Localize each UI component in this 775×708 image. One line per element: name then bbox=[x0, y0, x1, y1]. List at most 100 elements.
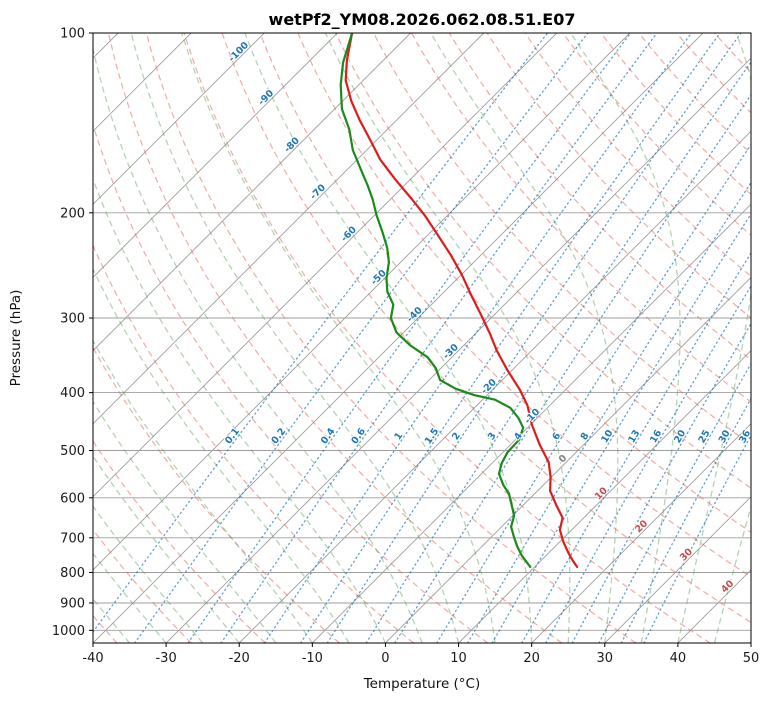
y-tick-label: 800 bbox=[60, 566, 85, 581]
y-tick-label: 400 bbox=[60, 386, 85, 401]
x-tick-label: -40 bbox=[82, 651, 103, 666]
x-axis-label: Temperature (°C) bbox=[363, 676, 481, 692]
isotherm-label: -80 bbox=[282, 135, 302, 155]
moist-adiabat-line bbox=[93, 177, 386, 643]
x-tick-label: 0 bbox=[381, 651, 389, 666]
isotherm-label: -30 bbox=[441, 342, 461, 362]
isotherm-line bbox=[458, 349, 751, 643]
y-tick-label: 300 bbox=[60, 312, 85, 327]
mixing-ratio-label: 0.4 bbox=[319, 426, 338, 446]
mixing-ratio-line bbox=[134, 33, 589, 643]
y-axis-label: Pressure (hPa) bbox=[8, 290, 24, 387]
mixing-ratio-label: 6 bbox=[550, 430, 563, 442]
isotherm-label: 40 bbox=[719, 578, 736, 595]
isotherm-label: 20 bbox=[633, 518, 650, 535]
dry-adiabat-line bbox=[93, 346, 340, 643]
isotherm-label: -100 bbox=[227, 40, 252, 65]
dry-adiabat-line bbox=[410, 33, 751, 403]
sounding-profiles bbox=[339, 33, 579, 568]
isotherm-line bbox=[93, 33, 411, 352]
mixing-ratio-line bbox=[365, 60, 751, 643]
x-tick-label: -30 bbox=[155, 651, 176, 666]
isotherm-label: -90 bbox=[256, 88, 276, 108]
dry-adiabat-line bbox=[93, 440, 266, 643]
mixing-ratio-line bbox=[394, 93, 751, 643]
isotherm-label: -10 bbox=[522, 406, 542, 426]
isotherm-label: -70 bbox=[308, 182, 328, 202]
mixing-ratio-label: 0.1 bbox=[223, 426, 242, 446]
dry-adiabat-line bbox=[486, 33, 751, 319]
mixing-ratio-label: 25 bbox=[697, 428, 713, 445]
mixing-ratio-label: 3 bbox=[486, 431, 499, 443]
moist-adiabat-line bbox=[93, 455, 240, 643]
mixing-ratio-line bbox=[220, 33, 658, 643]
moist-adiabat-line bbox=[713, 504, 751, 643]
temperature-curve bbox=[344, 33, 579, 568]
mixing-ratio-line bbox=[467, 181, 751, 643]
mixing-ratio-line bbox=[436, 143, 751, 643]
isotherm-label: 10 bbox=[593, 485, 610, 502]
isotherm-line bbox=[93, 33, 558, 498]
moist-adiabat-line bbox=[130, 33, 460, 643]
mixing-ratio-line bbox=[326, 33, 742, 643]
moist-adiabat-line bbox=[569, 33, 681, 643]
dry-adiabat-line bbox=[524, 33, 751, 278]
mixing-ratio-line bbox=[263, 33, 693, 643]
plot-border bbox=[92, 32, 752, 644]
y-tick-label: 1000 bbox=[52, 624, 85, 639]
moist-adiabat-line bbox=[244, 33, 533, 643]
y-tick-label: 200 bbox=[60, 206, 85, 221]
dry-adiabat-line bbox=[183, 33, 711, 643]
isotherm-line bbox=[165, 57, 751, 643]
mixing-ratio-line bbox=[93, 33, 549, 634]
y-tick-label: 900 bbox=[60, 597, 85, 612]
dry-adiabat-line bbox=[93, 528, 192, 643]
isotherm-line bbox=[93, 33, 192, 132]
dry-adiabat-line bbox=[752, 33, 775, 643]
mixing-ratio-label: 1 bbox=[392, 430, 405, 442]
dry-adiabat-line bbox=[297, 33, 751, 533]
isotherm-line bbox=[311, 203, 751, 643]
dry-adiabat-line bbox=[145, 33, 637, 643]
moist-adiabat-line bbox=[93, 339, 313, 643]
isotherm-line bbox=[238, 130, 751, 643]
background-grid bbox=[93, 33, 775, 643]
mixing-ratio-line bbox=[598, 362, 751, 643]
mixing-ratio-line bbox=[521, 251, 751, 643]
moist-adiabat-line bbox=[93, 400, 277, 643]
chart-title: wetPf2_YM08.2026.062.08.51.E07 bbox=[269, 10, 576, 29]
y-tick-label: 100 bbox=[60, 27, 85, 42]
axes: -40 -30 -20 -10 0 10 20 30 40 5010020030040050060… bbox=[52, 27, 759, 667]
dry-adiabat-line bbox=[107, 33, 563, 643]
y-tick-label: 700 bbox=[60, 531, 85, 546]
mixing-ratio-line bbox=[643, 434, 751, 643]
dry-adiabat-line bbox=[335, 33, 751, 489]
dry-adiabat-line bbox=[221, 33, 751, 624]
isotherm-line bbox=[750, 642, 751, 643]
isotherm-line bbox=[93, 33, 485, 425]
isotherm-line bbox=[93, 33, 704, 643]
moist-adiabat-line bbox=[93, 505, 204, 643]
x-tick-label: 50 bbox=[743, 651, 760, 666]
isotherm-line bbox=[93, 33, 338, 279]
x-tick-label: -20 bbox=[229, 651, 250, 666]
mixing-ratio-label: 16 bbox=[648, 428, 664, 445]
dry-adiabat-line bbox=[93, 123, 488, 643]
isotherm-label: 0 bbox=[557, 453, 570, 466]
moist-adiabat-line bbox=[93, 46, 423, 643]
isotherm-line bbox=[604, 496, 751, 643]
dry-adiabat-line bbox=[448, 33, 751, 361]
dry-adiabat-line bbox=[93, 243, 414, 643]
moist-adiabat-line bbox=[430, 33, 619, 643]
x-tick-label: 20 bbox=[523, 651, 540, 666]
mixing-ratio-line bbox=[187, 33, 632, 643]
dry-adiabat-line bbox=[373, 33, 751, 446]
moist-adiabat-line bbox=[677, 33, 751, 643]
mixing-ratio-label: 2 bbox=[450, 431, 463, 443]
y-tick-label: 500 bbox=[60, 444, 85, 459]
mixing-ratio-line bbox=[545, 284, 751, 643]
x-tick-label: 30 bbox=[597, 651, 614, 666]
isotherm-line bbox=[531, 423, 751, 643]
dry-adiabat-line bbox=[259, 33, 751, 578]
